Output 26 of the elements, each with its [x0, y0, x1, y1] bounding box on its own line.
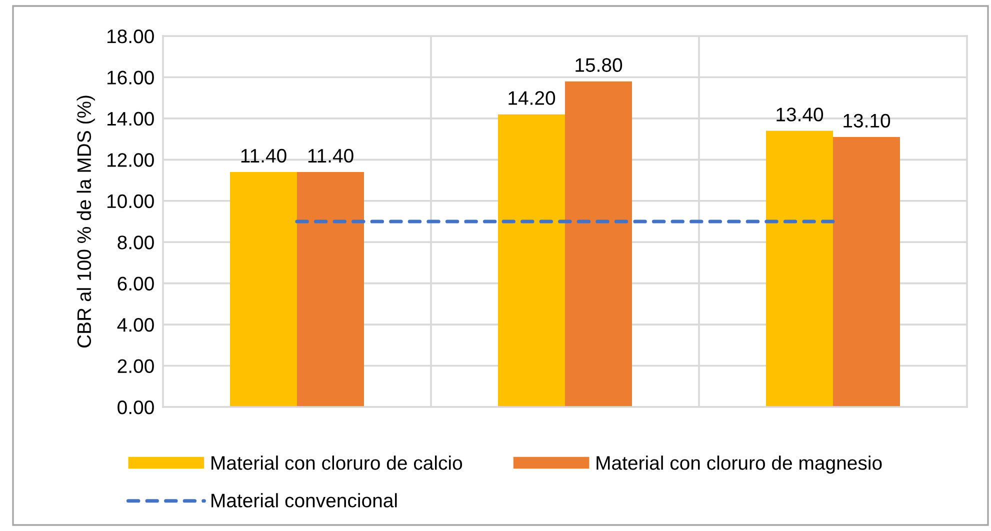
bar	[230, 172, 297, 407]
y-tick-label: 0.00	[118, 400, 154, 414]
data-label: 14.20	[508, 91, 556, 105]
legend-label: Material con cloruro de magnesio	[596, 456, 882, 474]
data-label: 15.80	[576, 58, 622, 72]
data-label: 11.40	[241, 148, 286, 163]
bar	[498, 114, 565, 407]
legend-label: Material convencional	[212, 493, 397, 508]
data-label: 11.40	[308, 148, 354, 163]
data-label: 13.10	[844, 114, 890, 128]
y-tick-label: 6.00	[118, 276, 154, 291]
y-tick-label: 14.00	[107, 112, 154, 126]
y-tick-label: 12.00	[107, 153, 154, 167]
bar	[833, 136, 900, 407]
legend-label: Material con cloruro de calcio	[212, 456, 462, 470]
data-label: 13.40	[776, 108, 824, 122]
y-tick-label: 16.00	[107, 70, 154, 84]
y-tick-label: 10.00	[107, 194, 154, 208]
bar	[297, 172, 364, 407]
y-axis-title: CBR al 100 % de la MDS (%)	[76, 96, 95, 348]
y-tick-label: 8.00	[118, 236, 154, 250]
bar	[766, 130, 833, 407]
y-tick-label: 18.00	[107, 29, 154, 44]
y-tick-label: 2.00	[118, 359, 154, 374]
bar	[565, 81, 632, 407]
y-tick-label: 4.00	[117, 318, 154, 332]
